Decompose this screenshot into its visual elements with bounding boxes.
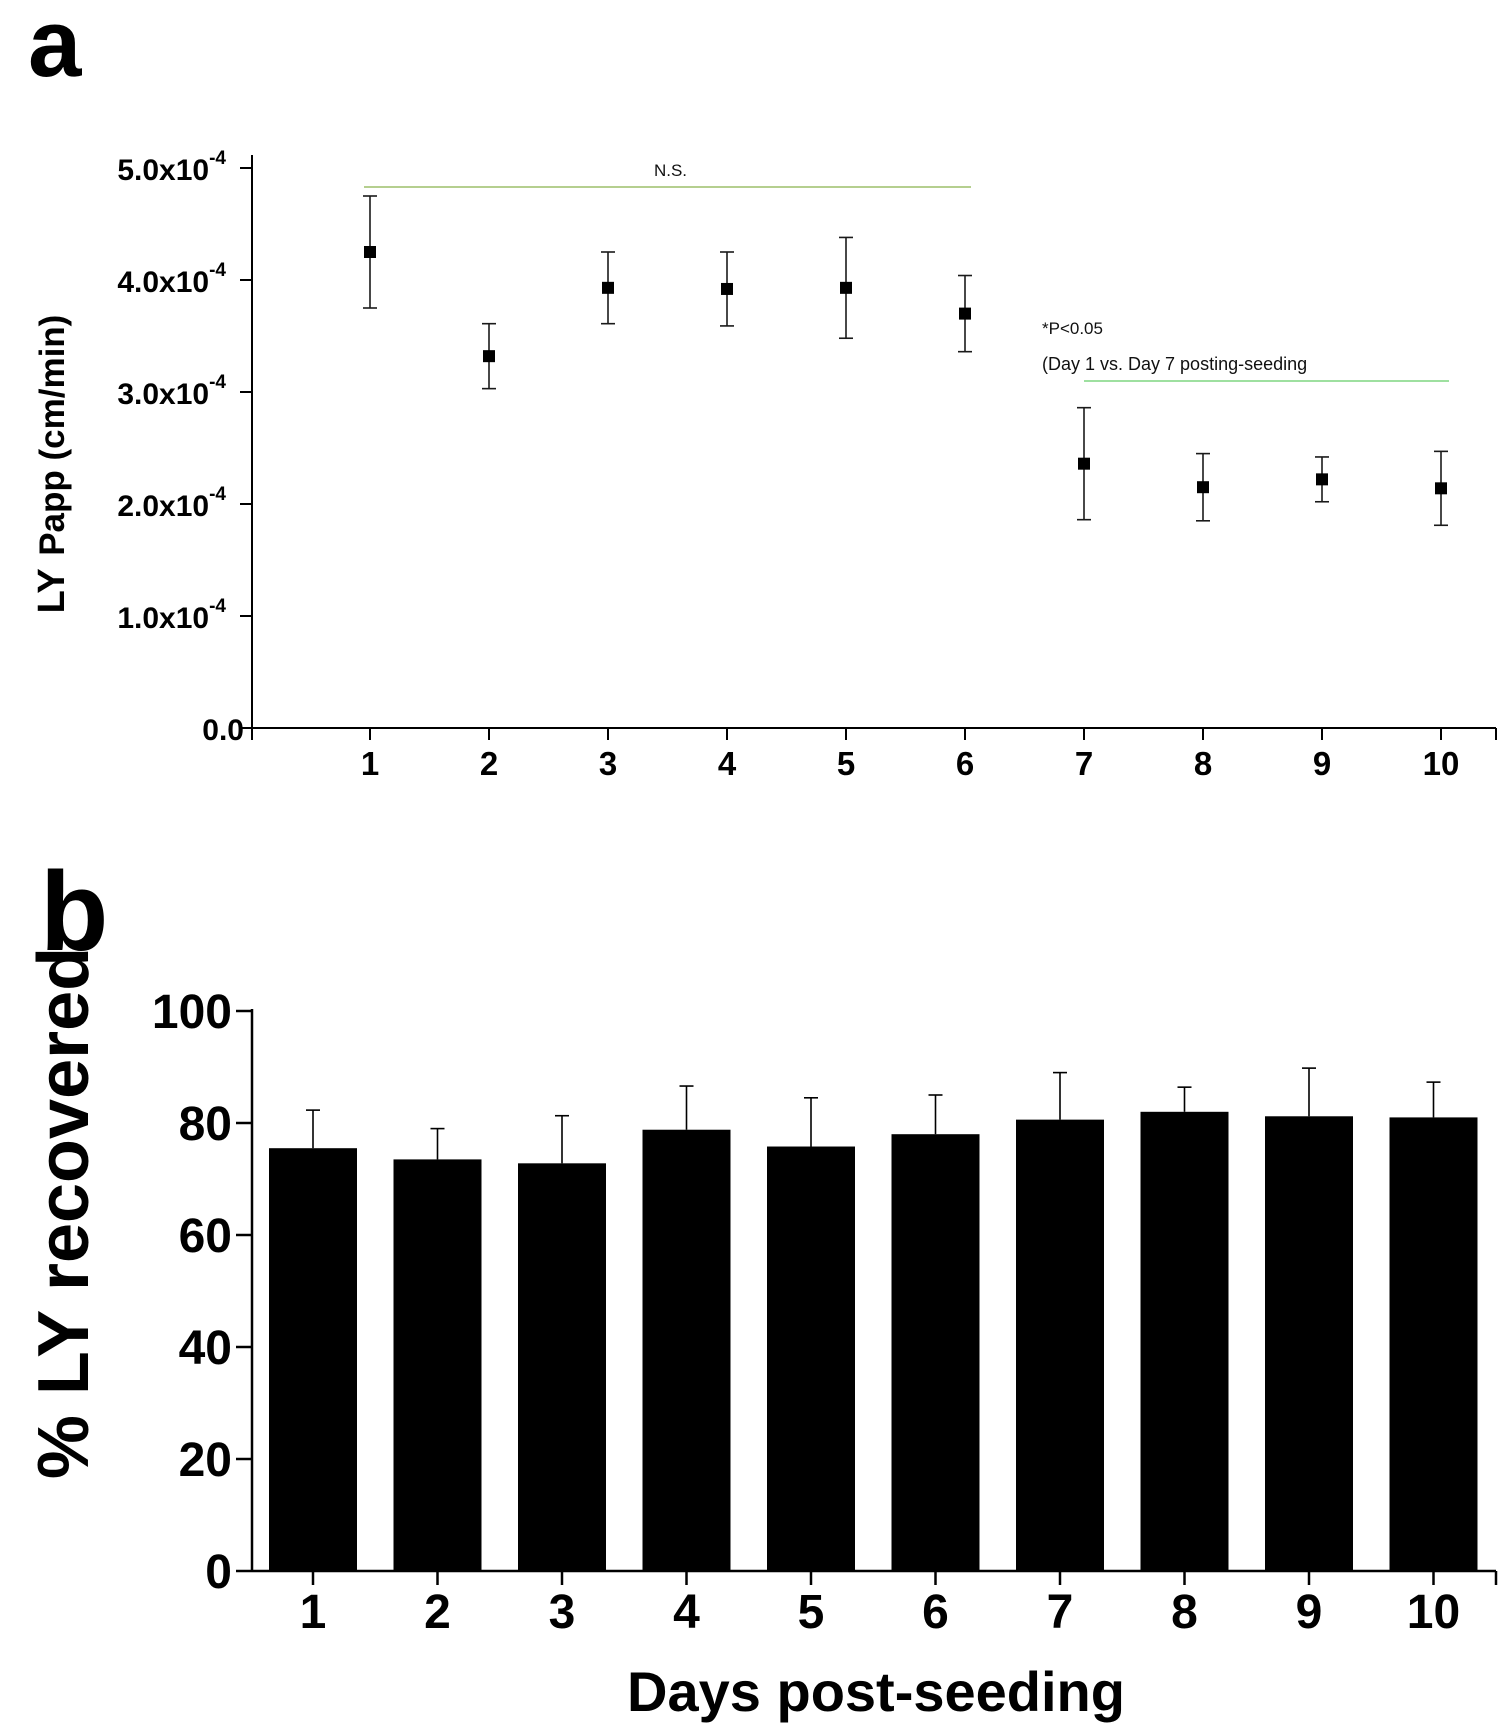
bar <box>767 1146 855 1571</box>
panel-b-x-tick-label: 8 <box>1171 1586 1198 1639</box>
panel-a-x-tick-label: 4 <box>718 745 737 782</box>
panel-a-x-tick-label: 8 <box>1194 745 1212 782</box>
data-marker <box>721 282 733 295</box>
panel-a-y-tick-label: 5.0x10-4 <box>117 148 226 187</box>
data-marker <box>602 281 614 294</box>
panel-b-x-tick-label: 7 <box>1047 1586 1074 1639</box>
panel-b-y-tick-label: 60 <box>179 1210 232 1263</box>
data-marker <box>840 281 852 294</box>
data-marker <box>1078 457 1090 470</box>
panel-b-y-tick-label: 20 <box>179 1434 232 1487</box>
bar-day-3 <box>518 1114 606 1571</box>
panel-a-x-tick-label: 5 <box>837 745 855 782</box>
panel-b-bars <box>269 1067 1478 1571</box>
data-point-day-6 <box>958 274 972 353</box>
data-marker <box>1435 482 1447 495</box>
panel-b-x-tick-label: 3 <box>549 1586 576 1639</box>
bar <box>1016 1119 1104 1571</box>
data-point-day-3 <box>601 251 615 325</box>
bar-day-5 <box>767 1097 855 1571</box>
bar <box>393 1159 482 1571</box>
bar <box>642 1129 731 1571</box>
panel-a-y-tick-label: 0.0 <box>202 714 244 747</box>
data-point-day-2 <box>482 322 496 390</box>
bar-day-6 <box>891 1094 980 1571</box>
panel-a-x-tick-label: 3 <box>599 745 617 782</box>
panel-b: b 0 20 40 60 80 100 1 2 3 4 5 6 7 8 9 10 % LY recovere… <box>24 849 1498 1723</box>
panel-b-y-ticks: 0 20 40 60 80 100 <box>152 986 252 1599</box>
data-point-day-10 <box>1434 450 1448 527</box>
data-point-day-8 <box>1196 452 1210 522</box>
data-point-day-4 <box>720 251 734 327</box>
panel-a-y-tick-label: 2.0x10-4 <box>117 484 226 523</box>
bar-day-9 <box>1265 1067 1353 1571</box>
data-marker <box>1316 473 1328 486</box>
sig-label: *P<0.05 <box>1042 319 1103 338</box>
panel-b-x-tick-label: 4 <box>673 1586 700 1639</box>
panel-b-letter: b <box>40 849 108 974</box>
panel-b-x-axis-title: Days post-seeding <box>627 1660 1125 1723</box>
panel-a: a 0.0 1.0x10-4 2.0x10-4 3.0x10-4 4.0x10-4 5.0… <box>28 0 1497 782</box>
data-point-day-5 <box>839 236 853 340</box>
panel-a-y-tick-label: 4.0x10-4 <box>117 260 226 299</box>
panel-a-y-tick-label: 3.0x10-4 <box>117 372 226 411</box>
data-marker <box>1197 481 1209 494</box>
bar-day-2 <box>393 1127 482 1571</box>
bar <box>891 1134 980 1571</box>
panel-a-y-axis-title: LY Papp (cm/min) <box>31 315 73 614</box>
panel-b-x-tick-label: 6 <box>922 1586 949 1639</box>
panel-a-y-axis-title-rest: Papp (cm/min) <box>33 315 72 556</box>
panel-b-y-axis-title: % LY recovered <box>24 947 104 1479</box>
bar-day-1 <box>269 1109 357 1571</box>
panel-b-x-tick-label: 9 <box>1296 1586 1323 1639</box>
panel-a-letter: a <box>28 0 82 97</box>
panel-b-y-tick-label: 80 <box>179 1098 232 1151</box>
panel-b-x-tick-label: 2 <box>424 1586 451 1639</box>
data-point-day-9 <box>1315 456 1329 503</box>
panel-b-x-tick-label: 10 <box>1407 1586 1460 1639</box>
panel-b-y-tick-label: 0 <box>205 1546 232 1599</box>
data-marker <box>364 246 376 258</box>
bar-day-10 <box>1389 1081 1478 1571</box>
panel-b-x-tick-label: 1 <box>300 1586 327 1639</box>
panel-b-x-tick-label: 5 <box>798 1586 825 1639</box>
bar <box>1389 1117 1478 1571</box>
panel-a-x-tick-label: 10 <box>1423 745 1460 782</box>
panel-b-y-tick-label: 40 <box>179 1322 232 1375</box>
bar-day-8 <box>1140 1086 1229 1571</box>
bar <box>269 1148 357 1571</box>
bar-day-4 <box>642 1085 731 1571</box>
panel-b-y-tick-label: 100 <box>152 986 232 1039</box>
bar-day-7 <box>1016 1071 1104 1571</box>
panel-a-x-tick-label: 1 <box>361 745 379 782</box>
panel-a-x-tick-label: 6 <box>956 745 974 782</box>
panel-a-x-tick-label: 2 <box>480 745 498 782</box>
data-marker <box>959 307 971 320</box>
bar <box>1140 1111 1229 1571</box>
panel-a-data-points <box>363 195 1448 527</box>
panel-a-y-axis-title-main: LY <box>31 568 73 613</box>
sig-note: (Day 1 vs. Day 7 posting-seeding <box>1042 354 1307 374</box>
panel-a-axes <box>251 155 1497 740</box>
panel-a-y-tick-label: 1.0x10-4 <box>117 596 226 635</box>
panel-a-x-tick-label: 7 <box>1075 745 1093 782</box>
panel-b-x-ticks: 1 2 3 4 5 6 7 8 9 10 <box>300 1571 1460 1639</box>
data-marker <box>483 350 495 363</box>
panel-a-x-tick-label: 9 <box>1313 745 1331 782</box>
bar <box>518 1163 606 1571</box>
bar <box>1265 1116 1353 1571</box>
panel-a-y-ticks: 0.0 1.0x10-4 2.0x10-4 3.0x10-4 4.0x10-4 5.0x1… <box>117 148 252 747</box>
panel-a-x-ticks: 1 2 3 4 5 6 7 8 9 10 <box>361 728 1460 782</box>
ns-label: N.S. <box>654 161 687 180</box>
data-point-day-1 <box>363 195 377 309</box>
data-point-day-7 <box>1077 406 1091 521</box>
